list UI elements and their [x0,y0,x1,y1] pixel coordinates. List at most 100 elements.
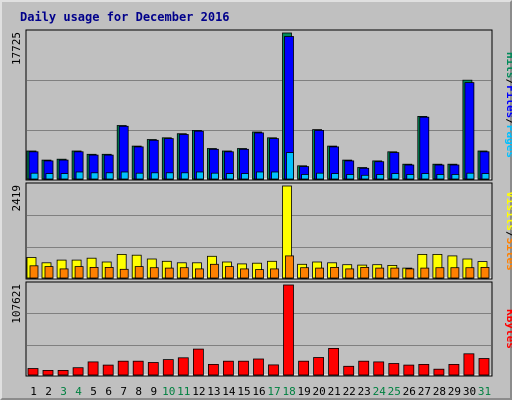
legend-slash: / [504,231,512,238]
x-tick-label: 24 [373,385,387,398]
bar-sites-day-5 [89,266,99,279]
bar-sites-day-29 [450,267,460,279]
bar-pages-day-24 [376,174,385,180]
x-tick-label: 26 [403,385,416,398]
bar-pages-day-19 [301,174,310,180]
bar-kbytes-day-12 [192,348,204,376]
bar-pages-day-9 [150,172,159,180]
bar-pages-day-14 [225,173,234,180]
bar-kbytes-day-24 [373,361,385,376]
x-tick-label: 10 [162,385,175,398]
bar-pages-day-4 [75,171,84,180]
bar-kbytes-day-19 [298,360,310,376]
x-tick-label: 16 [252,385,265,398]
x-tick-label: 12 [192,385,205,398]
bar-pages-day-26 [406,174,415,180]
x-tick-label: 25 [388,385,401,398]
bar-pages-day-1 [30,172,39,180]
bar-kbytes-day-18 [283,284,294,376]
bar-sites-day-16 [255,269,264,279]
bar-pages-day-20 [316,172,325,180]
bar-kbytes-day-2 [42,369,54,376]
x-tick-label: 15 [237,385,250,398]
bar-sites-day-6 [104,266,114,279]
x-tick-label: 31 [478,385,491,398]
bar-sites-day-27 [420,267,430,279]
bar-kbytes-day-8 [132,360,144,376]
x-tick-label: 13 [207,385,220,398]
bar-kbytes-day-23 [358,360,370,376]
y-max-label: 17725 [10,32,23,65]
legend-slash: / [504,79,512,86]
bar-kbytes-day-5 [87,361,99,376]
bar-sites-day-14 [224,266,234,279]
x-tick-label: 17 [267,385,280,398]
bar-pages-day-18 [286,152,294,180]
chart-title: Daily usage for December 2016 [20,10,230,24]
bar-kbytes-day-22 [343,365,355,376]
y-max-label: 2419 [10,185,23,212]
bar-pages-day-6 [105,172,114,180]
bar-sites-day-22 [345,268,355,279]
panel-1: 17725 Hits/Files/Pages [10,29,512,181]
bar-kbytes-day-28 [433,368,445,376]
bar-kbytes-day-29 [448,363,460,376]
bar-sites-day-7 [119,268,129,279]
bar-sites-day-10 [164,267,174,279]
bar-pages-day-30 [466,172,475,180]
bar-kbytes-day-6 [102,364,114,376]
x-tick-label: 14 [222,385,236,398]
x-tick-label: 27 [418,385,431,398]
bar-sites-day-17 [270,268,279,279]
bar-files-day-7 [118,125,129,180]
bar-pages-day-17 [271,171,279,180]
bar-pages-day-15 [241,173,249,180]
bar-files-day-30 [464,82,475,180]
bar-kbytes-day-26 [403,364,415,376]
bar-kbytes-day-11 [177,357,189,376]
x-tick-label: 6 [105,385,112,398]
bar-sites-day-21 [330,266,340,279]
bar-pages-day-2 [45,173,54,180]
bar-kbytes-day-21 [328,347,340,376]
bar-sites-day-24 [375,267,385,279]
x-tick-label: 29 [448,385,461,398]
bar-sites-day-11 [179,267,189,279]
bar-sites-day-30 [465,267,475,279]
legend-visits: Visits [504,191,512,231]
panel-2: 2419 Visits/Sites [10,182,512,280]
x-tick-label: 8 [135,385,142,398]
bar-sites-day-1 [29,265,39,279]
series-files [28,36,490,180]
bar-sites-day-15 [240,268,249,279]
x-tick-label: 30 [463,385,476,398]
bar-pages-day-5 [90,172,99,180]
bar-sites-day-2 [44,266,54,279]
bar-sites-day-20 [315,267,325,279]
bar-pages-day-21 [331,173,340,180]
bar-kbytes-day-1 [27,368,39,376]
bar-sites-day-28 [435,267,445,279]
bar-kbytes-day-20 [313,357,325,376]
x-tick-label: 19 [297,385,310,398]
x-tick-label: 23 [358,385,371,398]
x-tick-label: 3 [60,385,67,398]
legend-hits: Hits [504,52,512,79]
series-kbytes [27,284,490,376]
bar-pages-day-10 [165,172,174,180]
bar-pages-day-28 [436,174,445,180]
side-legend: Hits/Files/Pages [504,52,512,158]
bar-kbytes-day-15 [238,360,249,376]
bar-pages-day-25 [391,173,400,180]
x-tick-label: 9 [150,385,157,398]
x-tick-label: 22 [343,385,356,398]
bar-kbytes-day-27 [418,363,430,376]
x-tick-label: 18 [282,385,295,398]
bar-kbytes-day-10 [162,359,174,376]
bar-kbytes-day-25 [388,363,400,376]
bar-pages-day-22 [346,174,355,180]
x-tick-label: 4 [75,385,82,398]
x-axis-labels: 1 2 3 4 5 6 7 8 9 10 11 12 13 14 15 16 17 18 19 20 21 22 23 24 2… [30,385,491,398]
